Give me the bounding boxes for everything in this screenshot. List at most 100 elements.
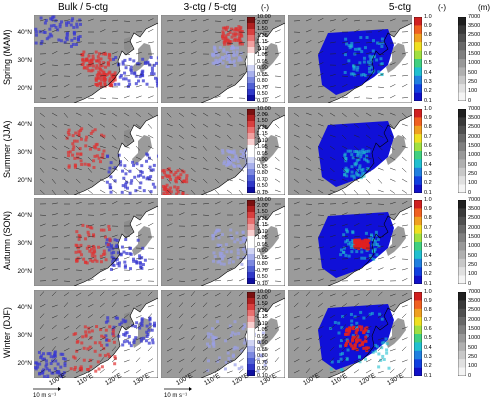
field-cell (37, 350, 41, 354)
field-cell (371, 243, 375, 247)
wind-vector (202, 325, 209, 330)
field-cell (226, 159, 230, 163)
field-cell (131, 324, 135, 328)
field-cell (148, 318, 152, 322)
colorbar-segment (247, 121, 255, 128)
field-cell (215, 228, 219, 232)
wind-vector (202, 302, 208, 308)
field-cell (73, 165, 77, 169)
wind-vector (147, 112, 153, 117)
field-cell (61, 352, 65, 356)
wind-vector (226, 370, 233, 374)
field-cell (212, 344, 216, 348)
field-cell (163, 185, 167, 189)
field-cell (237, 37, 241, 41)
wind-vector (111, 62, 118, 66)
wind-vector (238, 52, 245, 55)
field-cell (356, 168, 360, 172)
field-cell (53, 350, 57, 354)
wind-vector (365, 42, 372, 44)
field-cell (166, 168, 170, 172)
field-cell (345, 42, 349, 46)
field-cell (91, 244, 95, 248)
field-cell (346, 332, 350, 336)
field-cell (385, 351, 389, 355)
wind-vector (178, 112, 184, 117)
field-cell (85, 58, 89, 62)
field-cell (355, 68, 359, 72)
field-cell (93, 250, 97, 254)
field-cell (238, 31, 242, 35)
rate-tick: 0.9 (424, 114, 432, 121)
colorbar-segment (247, 83, 255, 90)
field-cell (88, 147, 92, 151)
field-cell (150, 66, 154, 70)
field-cell (330, 360, 334, 364)
elevation-tick: 250 (468, 78, 478, 85)
elevation-tick: 250 (468, 261, 478, 268)
field-cell (121, 62, 125, 66)
wind-vector (190, 167, 196, 173)
wind-vector (353, 53, 360, 55)
field-cell (380, 317, 384, 321)
wind-vector (202, 63, 209, 66)
field-cell (350, 323, 354, 327)
wind-vector (377, 134, 384, 138)
field-cell (141, 74, 145, 78)
rate-tick: 0.4 (424, 69, 432, 76)
wind-vector (305, 326, 312, 330)
wind-vector (99, 74, 106, 77)
field-cell (105, 180, 109, 184)
field-cell (358, 47, 362, 51)
wind-vector (226, 29, 233, 33)
ratio-tick: 0.70 (257, 359, 268, 366)
field-cell (236, 256, 240, 260)
field-cell (225, 50, 229, 54)
colorbar-segment (247, 310, 255, 317)
wind-vector (190, 326, 197, 330)
field-cell (129, 344, 133, 348)
rate-tick: 0.4 (424, 344, 432, 351)
wind-vector (365, 291, 371, 297)
wind-vector (147, 222, 154, 227)
field-cell (346, 339, 350, 343)
field-cell (132, 163, 136, 167)
field-cell (163, 186, 167, 190)
field-cell (164, 188, 168, 192)
field-cell (104, 52, 108, 56)
field-cell (223, 26, 227, 30)
wind-vector (63, 302, 69, 308)
wind-vector (111, 123, 118, 128)
field-cell (218, 253, 222, 257)
wind-vector (226, 97, 233, 99)
field-cell (113, 362, 117, 366)
wind-vector (166, 145, 173, 150)
wind-vector (202, 123, 209, 128)
field-cell (110, 251, 114, 255)
field-cell (351, 347, 355, 351)
field-cell (380, 37, 384, 41)
wind-vector (166, 335, 172, 341)
field-cell (243, 250, 247, 254)
wind-vector (39, 167, 45, 173)
colorbar-segment (458, 59, 466, 68)
wind-vector (178, 245, 185, 249)
colorbar-segment (414, 109, 422, 118)
japan-land (259, 318, 279, 348)
wind-vector (178, 19, 185, 22)
field-cell (347, 59, 351, 63)
field-cell (240, 262, 244, 266)
wind-vector (274, 336, 281, 341)
wind-vector (135, 74, 142, 77)
field-cell (227, 161, 231, 165)
field-cell (359, 155, 363, 159)
field-cell (349, 149, 353, 153)
wind-vector (293, 337, 300, 341)
wind-vector (226, 359, 233, 363)
field-cell (232, 59, 236, 63)
field-cell (74, 42, 78, 46)
wind-vector (51, 279, 58, 282)
wind-vector (178, 84, 185, 88)
wind-vector (226, 123, 233, 127)
wind-vector (329, 156, 336, 161)
